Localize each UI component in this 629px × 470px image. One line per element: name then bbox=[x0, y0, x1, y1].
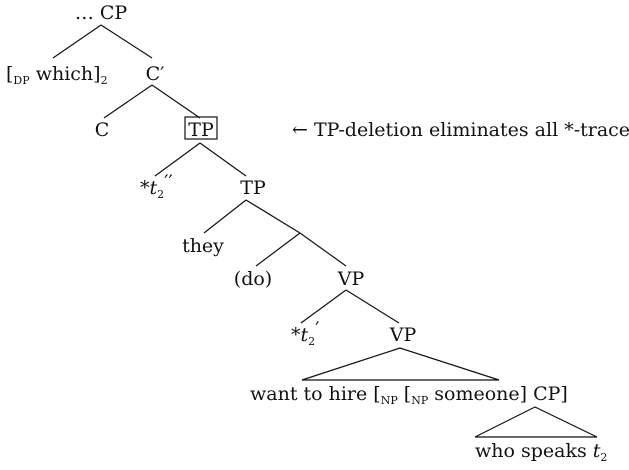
tp-deletion-annotation: ← TP-deletion eliminates all *-traces bbox=[292, 119, 629, 141]
node-c-head: C bbox=[95, 119, 110, 141]
node-c-bar: C′ bbox=[146, 63, 165, 85]
node-tp-inner: TP bbox=[240, 177, 266, 199]
triangle-vp-lower bbox=[301, 347, 500, 381]
node-vp-upper: VP bbox=[337, 268, 365, 290]
node-subject-they: they bbox=[182, 235, 224, 257]
branch-cp-spec bbox=[52, 24, 102, 59]
node-aux-do: (do) bbox=[234, 268, 272, 290]
node-root-cp: … CP bbox=[75, 2, 128, 24]
branch-cbar-tp bbox=[151, 84, 201, 119]
node-trace-double: *t2′′ bbox=[140, 171, 173, 201]
branch-tp-tp bbox=[199, 142, 247, 177]
branch-tbar-do bbox=[255, 232, 301, 267]
branch-cbar-c bbox=[103, 84, 153, 119]
vp-terminal-string: want to hire [NP [NP someone] CP] bbox=[250, 383, 568, 407]
triangle-cp bbox=[474, 406, 598, 438]
branch-tp-tbar bbox=[245, 199, 301, 234]
node-trace-single: *t2′ bbox=[291, 318, 319, 348]
branch-tp-they bbox=[203, 199, 247, 234]
node-spec-dp: [DP which]2 bbox=[6, 63, 108, 87]
tp-box bbox=[184, 116, 218, 140]
cp-terminal-string: who speaks t2 bbox=[475, 440, 607, 464]
node-tp-boxed: TP bbox=[188, 119, 214, 141]
branch-cp-cbar bbox=[100, 24, 153, 59]
branch-tp-trace bbox=[154, 142, 201, 177]
branch-vp-trace bbox=[300, 289, 347, 324]
branch-tbar-vp bbox=[299, 232, 347, 267]
branch-vp-vp bbox=[345, 289, 400, 324]
node-vp-lower: VP bbox=[389, 324, 417, 346]
tree-branches bbox=[52, 24, 598, 438]
